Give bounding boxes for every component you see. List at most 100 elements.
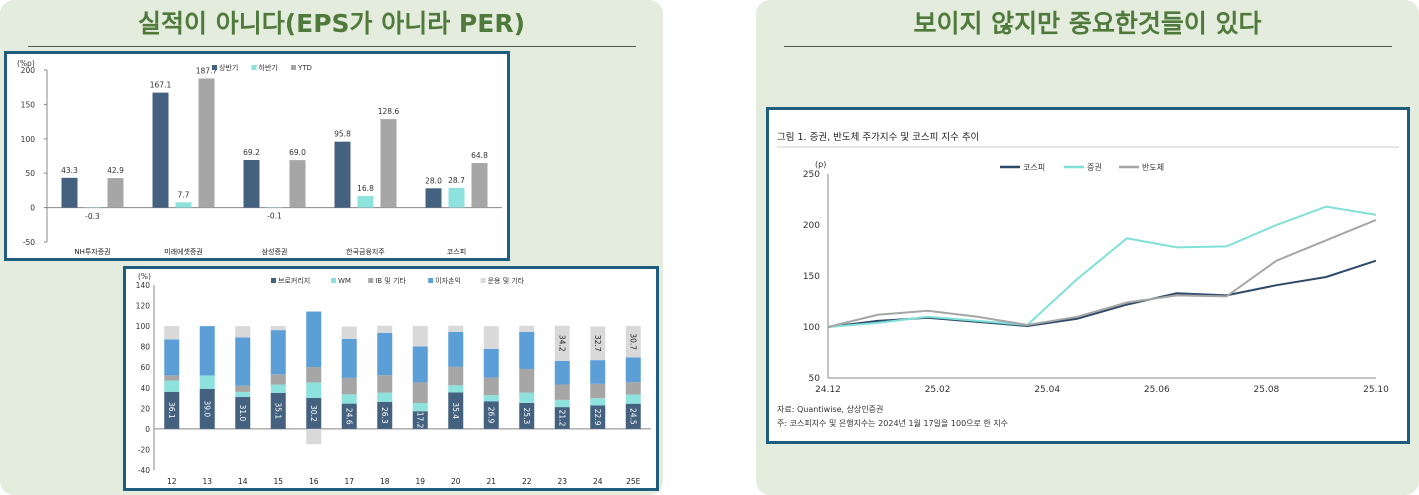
x-tick-label: 24 [593,477,603,486]
stack-segment [199,388,215,429]
bar [289,160,306,208]
stack-segment [448,385,464,393]
bar [448,187,465,208]
x-tick-label: 미래에셋증권 [164,247,203,256]
legend-label: YTD [297,64,312,72]
stack-segment [199,375,215,389]
x-tick-label: 12 [167,477,177,486]
y-tick-label: 80 [140,343,150,352]
stack-segment [341,326,357,339]
x-tick-label: 20 [451,477,461,486]
stack-segment [448,392,464,429]
stack-segment [341,403,357,429]
bar [425,188,442,208]
data-label: 35.1 [273,402,282,419]
data-label: 69.0 [289,148,306,157]
legend-label: 이자손익 [435,276,461,285]
series-line [827,259,1377,328]
x-tick-label: 18 [380,477,390,486]
legend-label: 운용 및 기타 [488,276,525,285]
data-label: 30.2 [309,405,318,422]
x-tick-label: 24.12 [815,385,841,395]
legend-swatch [271,278,276,283]
y-tick-label: 20 [140,404,150,413]
legend-swatch [428,278,434,283]
x-tick-label: 25.08 [1254,385,1280,395]
y-tick-label: 0 [30,204,35,213]
data-label: 7.7 [178,190,190,199]
x-tick-label: 23 [557,477,567,486]
stack-segment [306,382,322,398]
y-tick-label: -20 [138,445,150,454]
stack-segment [270,384,286,393]
x-tick-label: 14 [238,477,248,486]
x-tick-label: 17 [344,477,354,486]
stack-segment [519,331,535,369]
x-tick-label: NH투자증권 [74,247,110,256]
stack-segment [625,403,641,429]
stack-segment [554,360,570,385]
data-label: 25.3 [522,408,531,425]
data-label: 16.8 [357,184,374,193]
y-unit-label: (%p) [17,59,35,68]
chart3-note: 주: 코스피지수 및 은행지수는 2024년 1월 17일을 100으로 한 지… [777,418,1008,428]
series-line [827,218,1377,328]
data-label: 36.1 [167,402,176,419]
data-label: 31.0 [238,405,247,422]
stack-segment [483,377,499,396]
legend-label: 하반기 [259,63,278,72]
bar [357,196,374,208]
y-tick-label: -50 [23,238,35,247]
data-label: 32.7 [593,335,602,352]
legend-label: 브로커리지 [278,276,310,285]
stack-segment [341,394,357,404]
stack-segment [554,325,570,361]
stack-segment [412,325,428,347]
legend-label: WM [338,277,351,285]
data-label: 128.6 [378,107,400,116]
stack-segment [235,385,251,392]
right-panel-title: 보이지 않지만 중요한것들이 있다 [913,9,1262,38]
chart3-title: 그림 1. 증권, 반도체 주가지수 및 코스피 지수 추이 [777,131,979,143]
x-tick-label: 삼성증권 [262,247,288,256]
data-label: 28.0 [425,176,442,185]
stack-segment [483,395,499,402]
y-tick-label: 200 [21,66,36,75]
y-tick-label: 60 [140,363,150,372]
stack-segment [554,384,570,400]
stack-segment [590,383,606,399]
left-title-rule [28,46,636,47]
data-label: 39.0 [202,400,211,417]
x-tick-label: 25.04 [1034,385,1060,395]
stack-segment [377,401,393,429]
stack-segment [270,374,286,385]
data-label: 17.2 [415,412,424,429]
legend-swatch [368,278,374,283]
stack-segment [341,338,357,378]
data-label: 21.2 [557,410,566,427]
chart-frame-3: 그림 1. 증권, 반도체 주가지수 및 코스피 지수 추이 자료: Quant… [766,107,1410,444]
data-label: 64.8 [471,151,488,160]
data-label: 28.7 [448,176,465,185]
x-tick-label: 13 [202,477,212,486]
stack-segment [377,325,393,333]
y-tick-label: 150 [21,100,36,109]
stack-segment [270,326,286,331]
legend-swatch [480,278,486,283]
x-tick-label: 25.10 [1363,385,1389,395]
y-tick-label: 100 [136,322,151,331]
bar [107,178,124,208]
data-label: 167.1 [150,81,172,90]
y-tick-label: 50 [25,169,35,178]
half-year-performance-chart: (%p)200 150 100 50 0 -50 43.3 -0.3 42.9 NH투자증권 167… [17,59,502,256]
data-label: 22.9 [593,409,602,426]
bar [198,78,215,208]
stack-segment [590,405,606,429]
x-tick-label: 25E [626,477,641,486]
y-tick-label: -40 [138,466,150,475]
right-title-rule [784,46,1392,47]
stack-segment [554,399,570,408]
stack-segment [377,392,393,402]
legend-swatch [291,65,296,70]
stack-segment [377,332,393,376]
